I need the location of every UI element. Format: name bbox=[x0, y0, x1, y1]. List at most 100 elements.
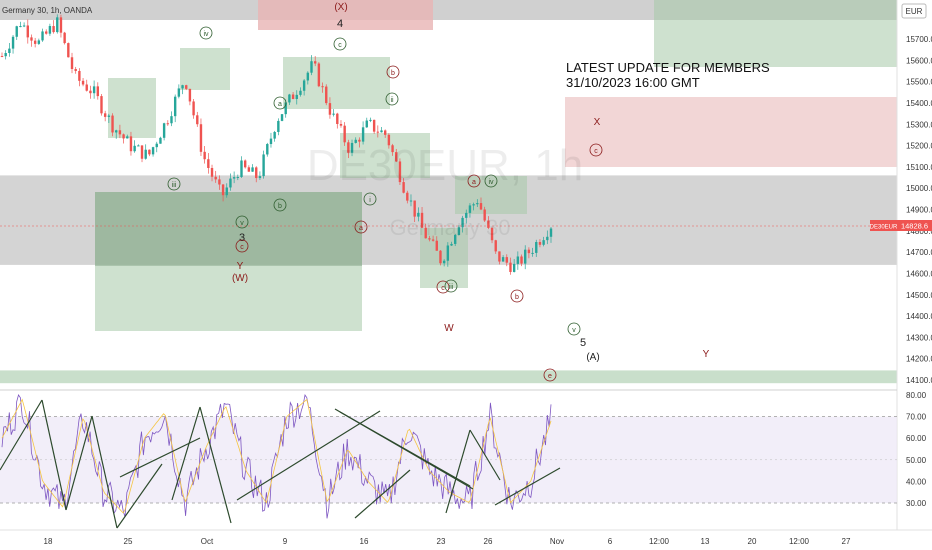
time-tick-label: 6 bbox=[608, 537, 613, 546]
wave-label-X2: X bbox=[594, 117, 601, 128]
candle-body bbox=[318, 64, 320, 87]
symbol-header[interactable]: Germany 30, 1h, OANDA bbox=[2, 6, 93, 15]
zone-green-box bbox=[180, 48, 230, 90]
candle-body bbox=[288, 94, 290, 102]
price-tick-label: 14300.0 bbox=[906, 333, 932, 342]
candle-body bbox=[60, 17, 62, 32]
candle-body bbox=[178, 88, 180, 96]
candle-body bbox=[248, 167, 250, 171]
candle-body bbox=[141, 145, 143, 158]
wave-label-text: a bbox=[278, 101, 282, 108]
candle-body bbox=[506, 257, 508, 263]
candle-body bbox=[152, 147, 154, 154]
wave-label-X-top: (X) bbox=[334, 2, 347, 13]
candle-body bbox=[509, 263, 511, 272]
rsi-tick-label: 30.00 bbox=[906, 499, 927, 508]
candle-body bbox=[406, 193, 408, 201]
wave-label-W1: (W) bbox=[232, 273, 248, 284]
candle-body bbox=[211, 168, 213, 177]
candle-body bbox=[233, 177, 235, 178]
candle-body bbox=[517, 256, 519, 263]
wave-label-Y1: Y bbox=[237, 261, 244, 272]
time-tick-label: Nov bbox=[550, 537, 564, 546]
candle-body bbox=[281, 114, 283, 121]
price-tick-label: 14500.0 bbox=[906, 291, 932, 300]
candle-body bbox=[111, 116, 113, 133]
candle-body bbox=[369, 120, 371, 121]
candle-body bbox=[115, 130, 117, 132]
candle-body bbox=[89, 91, 91, 94]
candle-body bbox=[336, 114, 338, 124]
time-tick-label: 20 bbox=[748, 537, 757, 546]
price-tick-label: 14400.0 bbox=[906, 312, 932, 321]
wave-label-text: iii bbox=[449, 284, 454, 291]
candle-body bbox=[270, 139, 272, 144]
candle-body bbox=[262, 154, 264, 176]
zone-green-box bbox=[654, 0, 897, 67]
candle-body bbox=[16, 26, 18, 37]
candle-body bbox=[373, 120, 375, 132]
candle-body bbox=[189, 89, 191, 102]
price-tick-label: 14200.0 bbox=[906, 355, 932, 364]
wave-label-W2: W bbox=[444, 323, 454, 334]
price-tick-label: 14900.0 bbox=[906, 206, 932, 215]
candle-body bbox=[513, 264, 515, 272]
time-tick-label: 13 bbox=[701, 537, 710, 546]
candle-body bbox=[546, 237, 548, 240]
candle-body bbox=[472, 204, 474, 205]
candle-body bbox=[502, 257, 504, 261]
candle-body bbox=[222, 185, 224, 196]
watermark-ticker: DE30EUR, 1h bbox=[307, 141, 583, 190]
candle-body bbox=[366, 121, 368, 128]
candle-body bbox=[1, 56, 3, 57]
candle-body bbox=[137, 145, 139, 146]
candle-body bbox=[67, 43, 69, 57]
candle-body bbox=[476, 203, 478, 204]
wave-label-text: c bbox=[338, 42, 342, 49]
rsi-tick-label: 60.00 bbox=[906, 434, 927, 443]
price-tick-label: 15200.0 bbox=[906, 142, 932, 151]
wave-label-text: e bbox=[548, 373, 552, 380]
candle-body bbox=[185, 85, 187, 89]
time-tick-label: 25 bbox=[124, 537, 133, 546]
candle-body bbox=[226, 187, 228, 195]
candle-body bbox=[384, 130, 386, 134]
candle-body bbox=[4, 53, 6, 56]
wave-label-text: iii bbox=[172, 182, 177, 189]
wave-label-text: v bbox=[572, 327, 576, 334]
rsi-tick-label: 80.00 bbox=[906, 391, 927, 400]
candle-body bbox=[498, 251, 500, 261]
candle-body bbox=[97, 86, 99, 96]
candle-body bbox=[63, 33, 65, 43]
candle-body bbox=[266, 144, 268, 154]
candle-body bbox=[19, 26, 21, 27]
candle-body bbox=[524, 250, 526, 264]
time-tick-label: 27 bbox=[842, 537, 851, 546]
candle-body bbox=[200, 124, 202, 152]
candle-body bbox=[45, 31, 47, 33]
rsi-tick-label: 40.00 bbox=[906, 477, 927, 486]
candle-body bbox=[303, 80, 305, 90]
rsi-pane bbox=[0, 395, 897, 528]
time-tick-label: 23 bbox=[437, 537, 446, 546]
candle-body bbox=[215, 177, 217, 180]
candle-body bbox=[23, 25, 25, 26]
candle-body bbox=[310, 61, 312, 72]
price-tick-label: 15700.0 bbox=[906, 35, 932, 44]
candle-body bbox=[130, 136, 132, 151]
candle-body bbox=[108, 116, 110, 117]
candle-body bbox=[240, 160, 242, 176]
candle-body bbox=[480, 203, 482, 209]
candle-body bbox=[447, 245, 449, 260]
candle-body bbox=[273, 132, 275, 139]
candle-body bbox=[314, 61, 316, 63]
wave-label-A: (A) bbox=[586, 352, 599, 363]
candle-body bbox=[237, 177, 239, 178]
candle-body bbox=[332, 114, 334, 115]
candle-body bbox=[192, 101, 194, 115]
candle-body bbox=[163, 123, 165, 138]
candle-body bbox=[207, 159, 209, 168]
candle-body bbox=[495, 240, 497, 251]
time-tick-label: 16 bbox=[360, 537, 369, 546]
price-tag-value: 14828.6 bbox=[901, 222, 928, 231]
